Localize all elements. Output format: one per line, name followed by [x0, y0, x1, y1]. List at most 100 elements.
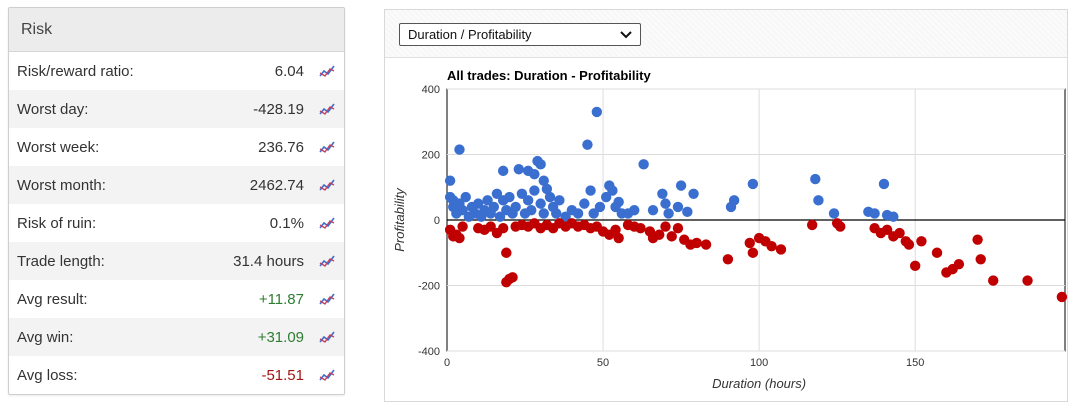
- x-tick-label: 0: [444, 357, 450, 369]
- y-axis-label: Profitability: [392, 187, 407, 252]
- data-point: [491, 188, 503, 199]
- risk-row: Avg result: +11.87: [9, 280, 344, 318]
- risk-row: Worst week: 236.76: [9, 128, 344, 166]
- data-point: [672, 201, 684, 213]
- scatter-chart: 400 200 0 -200 -400 0 50 100 150 All trades: Dura…: [392, 68, 1067, 391]
- data-point: [529, 168, 540, 180]
- data-point: [600, 191, 612, 203]
- data-point: [828, 208, 840, 219]
- data-point: [454, 144, 465, 155]
- risk-row-label: Risk/reward ratio:: [17, 62, 134, 80]
- line-chart-icon[interactable]: [318, 367, 336, 383]
- risk-row-value: +31.09: [257, 328, 304, 346]
- y-tick-label: 0: [434, 215, 440, 227]
- data-point: [582, 139, 593, 150]
- data-point: [488, 201, 500, 213]
- data-point: [516, 188, 528, 199]
- data-point: [544, 191, 556, 203]
- data-point: [806, 219, 818, 231]
- data-point: [457, 204, 468, 216]
- y-tick-label: 200: [422, 150, 440, 162]
- data-point: [510, 201, 521, 213]
- chart-type-select[interactable]: Duration / Profitability: [399, 23, 641, 46]
- data-point: [585, 185, 596, 196]
- data-point: [572, 208, 584, 219]
- line-chart-icon[interactable]: [318, 139, 336, 155]
- data-point: [660, 221, 671, 232]
- data-point: [672, 222, 684, 234]
- risk-row-value: -51.51: [261, 366, 304, 384]
- data-point: [529, 185, 540, 196]
- data-point: [728, 195, 740, 206]
- data-point: [613, 196, 624, 208]
- line-chart-icon[interactable]: [318, 291, 336, 307]
- data-point: [607, 185, 618, 196]
- data-point: [869, 208, 880, 219]
- data-point: [722, 254, 734, 265]
- chart-title: All trades: Duration - Profitability: [447, 68, 651, 83]
- data-point: [688, 188, 699, 199]
- data-point: [835, 221, 846, 232]
- chart-type-selected-value: Duration / Profitability: [408, 27, 532, 42]
- data-point: [663, 208, 674, 219]
- risk-row: Avg loss: -51.51: [9, 356, 344, 394]
- data-point: [526, 204, 537, 216]
- data-point: [931, 247, 943, 258]
- data-point: [638, 159, 649, 170]
- data-point: [494, 211, 506, 222]
- data-point: [654, 229, 665, 240]
- data-point: [610, 224, 621, 236]
- line-chart-icon[interactable]: [318, 215, 336, 231]
- data-point: [775, 244, 787, 255]
- risk-row-label: Worst month:: [17, 176, 106, 194]
- data-point: [647, 204, 659, 216]
- risk-row-value: 2462.74: [249, 176, 304, 194]
- data-point: [747, 247, 759, 258]
- data-point: [675, 180, 687, 191]
- y-tick-label: 400: [422, 84, 440, 96]
- data-point: [629, 204, 640, 216]
- data-point: [579, 198, 590, 209]
- chart-panel: Duration / Profitability 400 200 0 -200 -400…: [384, 9, 1068, 402]
- data-point: [700, 239, 712, 250]
- risk-row-value: +11.87: [258, 290, 304, 308]
- data-point: [551, 208, 562, 219]
- data-point: [473, 198, 484, 209]
- data-point: [888, 211, 899, 222]
- risk-row-value: 236.76: [258, 138, 304, 156]
- data-point: [522, 195, 534, 206]
- data-point: [1056, 291, 1067, 303]
- data-point: [594, 201, 606, 213]
- line-chart-icon[interactable]: [318, 253, 336, 269]
- data-point: [507, 272, 518, 283]
- data-point: [560, 211, 571, 222]
- data-point: [766, 241, 777, 252]
- risk-row-value: 0.1%: [269, 214, 304, 232]
- risk-row: Trade length: 31.4 hours: [9, 242, 344, 280]
- x-tick-label: 150: [906, 357, 924, 369]
- data-point: [588, 208, 599, 219]
- y-tick-label: -200: [418, 281, 440, 293]
- risk-panel: Risk Risk/reward ratio: 6.04 Worst day: -42…: [8, 7, 345, 395]
- risk-row-label: Avg loss:: [17, 366, 78, 384]
- risk-row-label: Avg win:: [17, 328, 74, 346]
- chevron-down-icon: [620, 30, 632, 38]
- data-point: [682, 206, 693, 218]
- risk-row-value: -428.19: [253, 100, 304, 118]
- line-chart-icon[interactable]: [318, 101, 336, 117]
- line-chart-icon[interactable]: [318, 63, 336, 79]
- data-point: [485, 221, 496, 232]
- risk-row: Risk of ruin: 0.1%: [9, 204, 344, 242]
- data-point: [988, 275, 999, 286]
- risk-row-label: Risk of ruin:: [17, 214, 97, 232]
- data-point: [744, 237, 755, 249]
- data-point: [591, 106, 603, 118]
- data-point: [457, 221, 468, 232]
- line-chart-icon[interactable]: [318, 177, 336, 193]
- data-point: [497, 222, 509, 234]
- data-point: [666, 231, 677, 242]
- data-point: [535, 198, 546, 209]
- risk-row-value: 6.04: [274, 62, 304, 80]
- line-chart-icon[interactable]: [318, 329, 336, 345]
- data-point: [482, 195, 493, 206]
